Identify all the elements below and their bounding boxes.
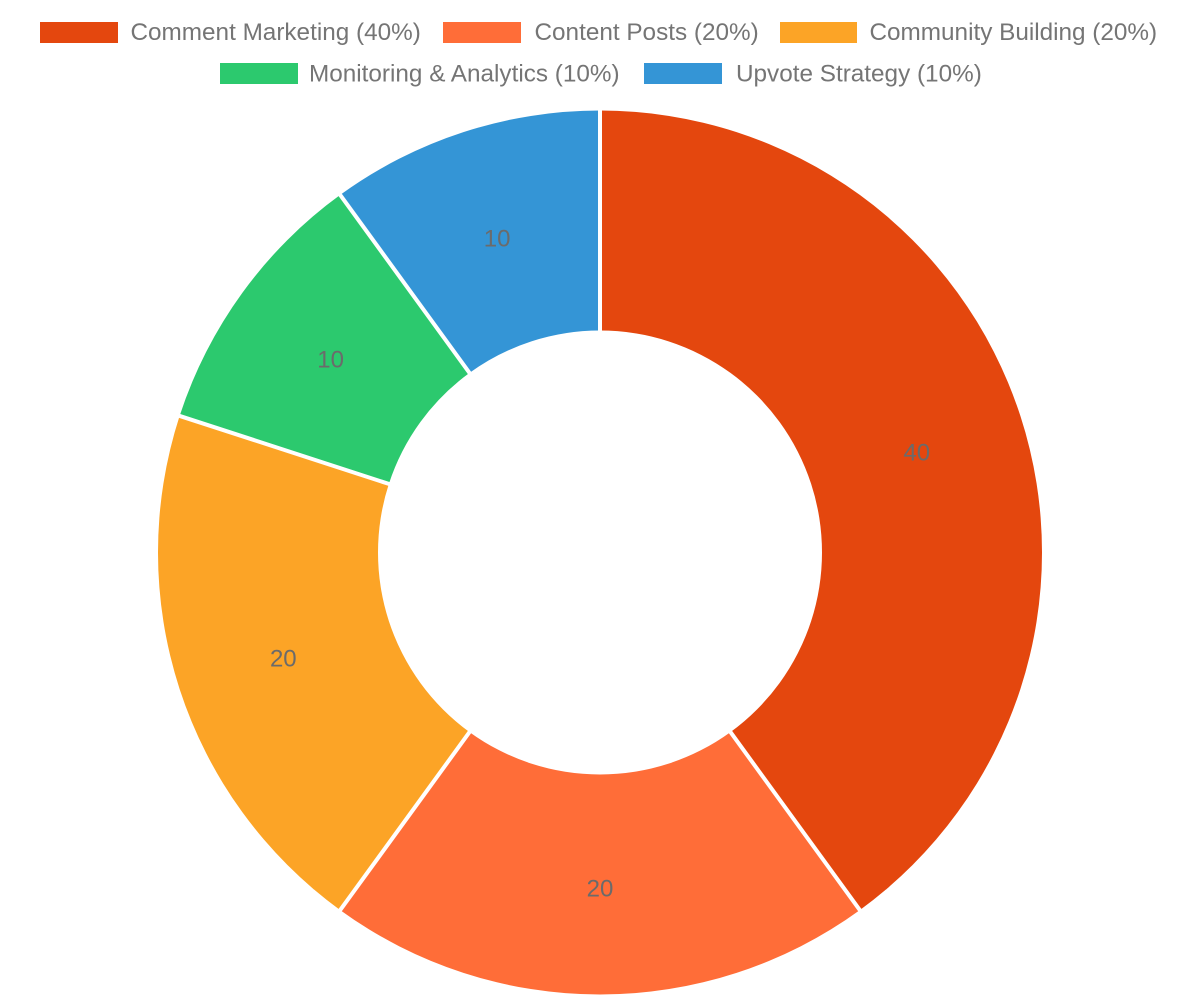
svg-text:Community Building (20%): Community Building (20%)	[870, 19, 1158, 46]
svg-text:Upvote Strategy (10%): Upvote Strategy (10%)	[736, 61, 982, 88]
svg-text:10: 10	[484, 226, 511, 253]
svg-text:Content Posts (20%): Content Posts (20%)	[535, 19, 759, 46]
svg-text:40: 40	[903, 440, 930, 467]
svg-text:10: 10	[317, 347, 344, 374]
svg-text:Monitoring & Analytics (10%): Monitoring & Analytics (10%)	[309, 61, 620, 88]
svg-text:20: 20	[587, 875, 614, 902]
svg-text:Comment Marketing (40%): Comment Marketing (40%)	[131, 19, 421, 46]
svg-text:20: 20	[270, 645, 297, 672]
